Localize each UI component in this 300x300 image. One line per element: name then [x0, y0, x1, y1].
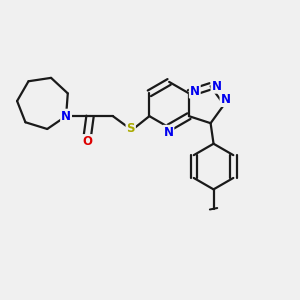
Text: O: O	[82, 135, 92, 148]
Text: N: N	[164, 126, 173, 139]
Text: N: N	[220, 93, 230, 106]
Text: N: N	[61, 110, 71, 123]
Text: N: N	[190, 85, 200, 98]
Text: N: N	[212, 80, 221, 93]
Text: S: S	[127, 122, 135, 135]
